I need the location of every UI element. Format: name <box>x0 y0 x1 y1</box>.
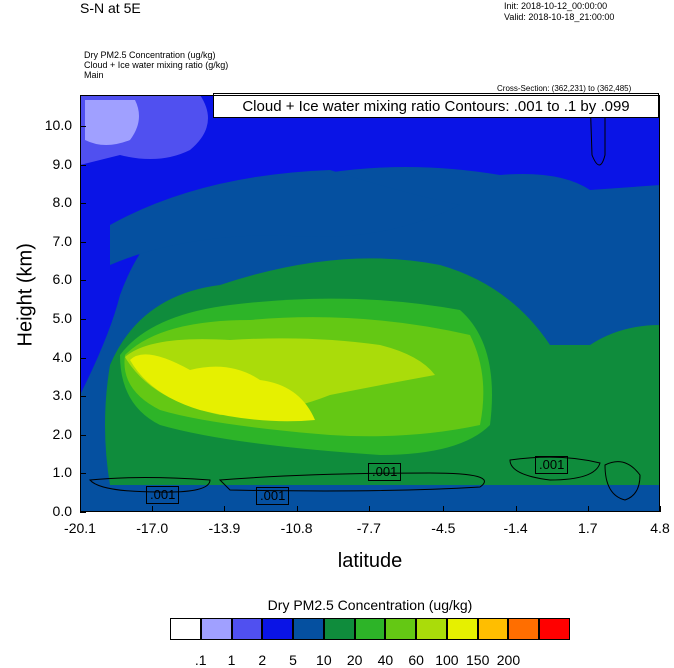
y-tick-label: 5.0 <box>52 309 72 326</box>
y-tick-mark <box>80 125 86 127</box>
x-tick-mark <box>660 506 661 512</box>
colorbar-label: 5 <box>289 652 297 668</box>
x-tick-label: -10.8 <box>280 520 313 536</box>
colorbar-swatch <box>200 618 232 640</box>
colorbar-swatch <box>416 618 447 640</box>
y-tick-label: 0.0 <box>52 503 72 519</box>
colorbar-swatch <box>539 618 570 640</box>
x-axis-label: latitude <box>337 550 403 572</box>
contour-label: .001 <box>256 487 290 505</box>
contour-line-1 <box>89 477 211 493</box>
cross-section-label: Cross-Section: (362,231) to (362,485) <box>497 84 632 93</box>
colorbar-swatch <box>508 618 540 640</box>
x-tick-mark <box>224 506 226 512</box>
subtitle-main: Main <box>84 70 104 80</box>
x-tick-mark <box>80 506 81 512</box>
colorbar-label: 1 <box>227 652 236 668</box>
axis-frame <box>80 95 660 512</box>
y-tick-label: 8.0 <box>52 194 72 211</box>
colorbar-swatch <box>170 618 201 640</box>
contour-line-4 <box>589 95 606 166</box>
x-tick-label: -20.1 <box>64 520 96 536</box>
cloud-contours <box>89 95 641 501</box>
y-tick-mark <box>80 203 86 205</box>
colorbar-swatch <box>293 618 324 640</box>
y-tick-mark <box>80 318 86 320</box>
contour-line-5 <box>604 461 641 501</box>
fill-level-3-topleft <box>85 100 139 145</box>
colorbar-swatch <box>231 618 263 640</box>
colorbar-label: 2 <box>258 652 267 668</box>
contour-label: .001 <box>535 456 569 474</box>
x-tick-label: -17.0 <box>136 520 169 536</box>
y-axis-label: Height (km) <box>14 243 37 347</box>
x-tick-label: 1.7 <box>578 520 598 536</box>
time-info: Init: 2018-10-12_00:00:00 Valid: 2018-10… <box>504 1 614 23</box>
x-tick-mark <box>443 506 445 512</box>
x-tick-mark <box>368 506 370 512</box>
y-tick-label: 10.0 <box>44 116 72 133</box>
fill-level-6-top <box>110 170 460 265</box>
plot-title: S-N at 5E <box>80 0 141 16</box>
y-tick-mark <box>80 512 86 513</box>
x-tick-mark <box>152 506 154 512</box>
y-tick-mark <box>80 241 86 243</box>
fill-bottom <box>80 485 660 512</box>
subtitle-pm25: Dry PM2.5 Concentration (ug/kg) <box>84 50 216 60</box>
y-tick-label: 9.0 <box>52 155 72 172</box>
y-tick-label: 4.0 <box>52 348 72 365</box>
contour-line-2 <box>218 472 485 492</box>
colorbar-label: 100 <box>435 652 459 668</box>
contour-line-3 <box>509 456 601 481</box>
y-tick-mark <box>80 434 86 436</box>
contour-label: .001 <box>146 486 180 504</box>
subtitles: Dry PM2.5 Concentration (ug/kg) Cloud + … <box>84 50 228 80</box>
y-tick-label: 2.0 <box>52 425 72 442</box>
colorbar-label: 150 <box>466 652 490 668</box>
x-tick-label: -7.7 <box>356 520 381 536</box>
y-tick-label: 3.0 <box>52 387 72 404</box>
y-tick-mark <box>80 357 86 359</box>
subtitle-cloud: Cloud + Ice water mixing ratio (g/kg) <box>84 60 229 70</box>
x-tick-mark <box>587 506 589 512</box>
contour-plot <box>80 95 660 512</box>
x-tick-label: 4.8 <box>650 520 670 536</box>
x-tick-mark <box>515 506 517 512</box>
colorbar-swatch <box>385 618 417 640</box>
x-tick-mark <box>296 506 298 512</box>
colorbar-title: Dry PM2.5 Concentration (ug/kg) <box>267 597 473 613</box>
colorbar-label: 60 <box>408 652 424 668</box>
colorbar-swatch <box>477 618 509 640</box>
colorbar-swatch <box>354 618 386 640</box>
contour-info-box: Cloud + Ice water mixing ratio Contours:… <box>213 93 659 118</box>
colorbar-label: 10 <box>316 652 332 668</box>
colorbar-swatch <box>446 618 478 640</box>
y-tick-mark <box>80 396 86 398</box>
y-tick-label: 6.0 <box>52 271 72 288</box>
y-tick-label: 7.0 <box>52 232 72 249</box>
init-time: Init: 2018-10-12_00:00:00 <box>504 1 608 11</box>
colorbar-label: .1 <box>194 652 207 668</box>
x-tick-label: -4.5 <box>431 520 456 536</box>
y-tick-label: 1.0 <box>52 464 72 481</box>
colorbar-label: 20 <box>346 652 363 668</box>
y-tick-mark <box>80 473 86 475</box>
colorbar-label: 200 <box>496 652 521 668</box>
x-tick-label: -13.9 <box>208 520 241 536</box>
x-tick-label: -1.4 <box>503 520 528 536</box>
colorbar-label: 40 <box>377 652 394 668</box>
valid-time: Valid: 2018-10-18_21:00:00 <box>504 12 615 22</box>
colorbar-swatch <box>323 618 355 640</box>
contour-label: .001 <box>368 463 402 481</box>
fill-level-11 <box>130 354 315 422</box>
y-tick-mark <box>80 164 86 166</box>
y-tick-mark <box>80 280 86 282</box>
colorbar-swatch <box>262 618 294 640</box>
